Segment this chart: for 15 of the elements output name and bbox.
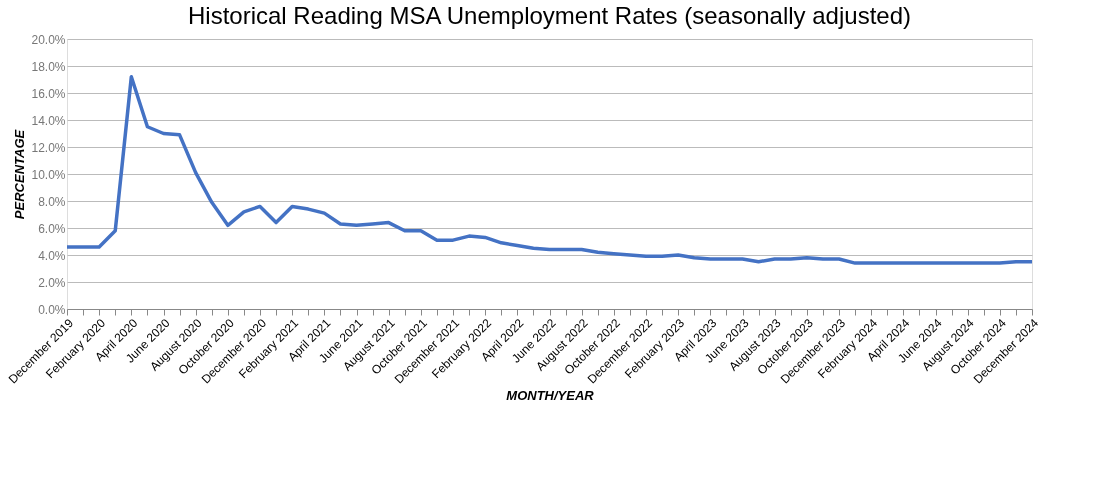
y-axis-title: PERCENTAGE bbox=[12, 129, 28, 220]
y-tick-label: 18.0% bbox=[31, 59, 66, 74]
y-tick-label: 12.0% bbox=[31, 140, 66, 155]
line-series bbox=[65, 75, 1034, 265]
y-tick-label: 0.0% bbox=[38, 302, 66, 317]
y-tick-label: 8.0% bbox=[38, 194, 66, 209]
y-tick-label: 14.0% bbox=[31, 113, 66, 128]
y-tick-label: 16.0% bbox=[31, 86, 66, 101]
y-tick-label: 6.0% bbox=[38, 221, 66, 236]
y-tick-label: 10.0% bbox=[31, 167, 66, 182]
y-tick-label: 2.0% bbox=[38, 275, 66, 290]
y-tick-label: 4.0% bbox=[38, 248, 66, 263]
chart-title: Historical Reading MSA Unemployment Rates (seasonally adjusted) bbox=[188, 2, 911, 29]
y-tick-label: 20.0% bbox=[31, 32, 66, 47]
x-axis-title: MONTH/YEAR bbox=[506, 387, 595, 403]
